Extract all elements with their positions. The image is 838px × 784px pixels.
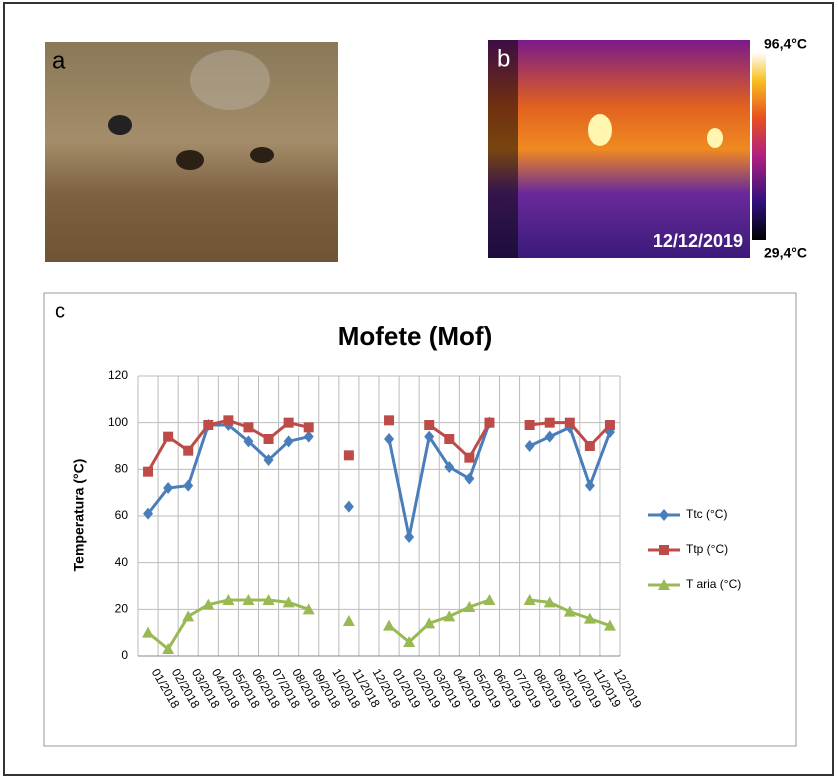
marker <box>182 610 195 622</box>
marker <box>383 619 396 631</box>
marker <box>243 422 254 433</box>
thermal-image-b <box>488 40 766 258</box>
marker <box>564 417 575 428</box>
marker <box>282 596 295 608</box>
marker <box>523 594 536 605</box>
series-line <box>387 422 491 538</box>
y-axis-label: Temperatura (°C) <box>71 459 87 572</box>
marker <box>443 610 456 622</box>
marker <box>183 479 194 492</box>
marker <box>604 420 615 430</box>
y-tick-label: 0 <box>121 648 128 662</box>
marker <box>343 500 354 513</box>
marker <box>143 466 154 477</box>
y-tick-label: 60 <box>115 508 129 522</box>
marker <box>283 435 294 448</box>
marker <box>524 440 535 452</box>
marker <box>163 482 174 494</box>
panel-label: c <box>55 300 65 322</box>
marker <box>543 596 556 608</box>
y-tick-label: 80 <box>115 462 129 476</box>
marker <box>603 619 616 631</box>
marker <box>302 603 315 615</box>
photo-a <box>45 42 338 262</box>
marker <box>223 415 234 426</box>
marker <box>424 430 435 443</box>
marker <box>524 420 535 430</box>
legend-marker <box>659 545 669 555</box>
marker <box>463 601 476 612</box>
min-temp: 29,4°C <box>764 245 807 261</box>
marker <box>343 450 354 461</box>
marker <box>243 435 254 448</box>
marker <box>263 434 274 444</box>
marker <box>404 531 415 543</box>
marker <box>484 417 495 428</box>
marker <box>544 417 555 428</box>
thermal-date: 12/12/2019 <box>653 231 743 251</box>
y-tick-label: 120 <box>108 368 128 382</box>
colorbar-tick-label: 80 <box>770 96 777 102</box>
marker <box>544 430 555 443</box>
marker <box>584 441 595 451</box>
legend-marker <box>658 579 670 590</box>
colorbar-tick-label: 70 <box>770 124 777 130</box>
panel-label: a <box>52 47 66 74</box>
marker <box>222 594 235 605</box>
y-tick-label: 100 <box>108 415 128 429</box>
marker <box>483 594 496 605</box>
marker <box>423 617 436 629</box>
chart-title: Mofete (Mof) <box>338 321 493 351</box>
marker <box>464 452 475 463</box>
marker <box>263 454 274 466</box>
colorbar-tick-label: 50 <box>770 180 777 186</box>
marker <box>583 612 596 624</box>
legend-marker <box>659 509 669 521</box>
marker <box>403 636 416 647</box>
marker <box>384 433 395 445</box>
colorbar-tick-label: 60 <box>770 152 777 158</box>
colorbar-tick-label: 30 <box>770 236 777 242</box>
marker <box>143 507 154 520</box>
series-line <box>428 421 491 461</box>
y-tick-label: 40 <box>115 555 129 569</box>
marker <box>142 626 155 638</box>
marker <box>342 615 355 626</box>
legend-label: Ttp (°C) <box>686 542 728 556</box>
marker <box>203 420 214 430</box>
marker <box>163 431 174 442</box>
marker <box>183 445 194 456</box>
marker <box>162 643 175 654</box>
max-temp: 96,4°C <box>764 36 807 52</box>
marker <box>202 598 215 610</box>
marker <box>303 430 314 443</box>
y-tick-label: 20 <box>115 602 129 616</box>
panel-label: b <box>497 45 510 72</box>
marker <box>303 422 314 433</box>
marker <box>424 420 435 430</box>
series-line <box>388 598 490 644</box>
marker <box>242 594 255 605</box>
marker <box>563 605 576 617</box>
marker <box>584 479 595 492</box>
marker <box>283 417 294 428</box>
marker <box>384 415 395 426</box>
marker <box>262 594 275 605</box>
colorbar-tick-label: 40 <box>770 208 777 214</box>
marker <box>444 461 455 473</box>
legend-label: T aria (°C) <box>686 577 741 591</box>
chart-panel <box>43 292 797 747</box>
marker <box>444 434 455 444</box>
colorbar-tick-label: 90 <box>770 68 777 74</box>
legend-label: Ttc (°C) <box>686 507 727 521</box>
marker <box>464 472 475 485</box>
